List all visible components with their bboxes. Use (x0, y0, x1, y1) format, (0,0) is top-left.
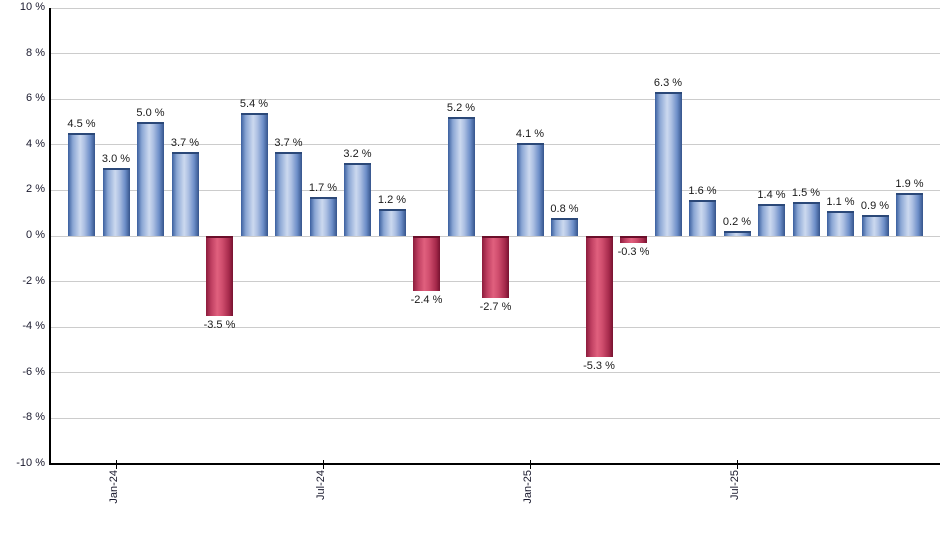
bar-negative[interactable] (585, 236, 613, 357)
bar-positive[interactable] (551, 217, 578, 236)
bar-value-label: 5.4 % (239, 97, 269, 110)
y-axis-tick-label: -6 % (22, 365, 45, 378)
bar-value-label: -0.3 % (617, 245, 650, 258)
bar-value-label: 1.6 % (688, 184, 717, 197)
bar-positive[interactable] (68, 133, 95, 236)
bar-positive[interactable] (447, 117, 475, 236)
bar-positive[interactable] (240, 112, 268, 236)
y-gridline (50, 372, 940, 374)
y-axis-tick-label: 0 % (26, 229, 45, 241)
y-gridline (50, 417, 940, 419)
bar-value-label: -3.5 % (203, 318, 236, 331)
bar-positive[interactable] (723, 231, 751, 236)
bar-positive[interactable] (827, 210, 854, 236)
bar-positive[interactable] (309, 197, 337, 236)
x-axis-tick-label: Jul-24 (315, 470, 327, 500)
y-axis-line (49, 8, 51, 465)
bar-positive[interactable] (896, 192, 923, 236)
bar-positive[interactable] (378, 208, 406, 236)
y-axis-tick-label: 8 % (26, 46, 45, 59)
bar-value-label: 5.2 % (446, 102, 476, 115)
y-axis-tick-label: 2 % (26, 183, 45, 196)
bar-value-label: 0.2 % (722, 216, 752, 229)
y-axis-tick-label: -4 % (22, 320, 45, 333)
y-axis-tick-label: 4 % (26, 137, 45, 150)
y-gridline (50, 144, 940, 146)
y-gridline (50, 53, 940, 55)
x-axis-tick-label: Jan-25 (522, 470, 534, 504)
bar-value-label: 1.2 % (377, 193, 407, 206)
bar-positive[interactable] (102, 167, 130, 236)
bar-value-label: 1.1 % (826, 195, 855, 208)
bar-value-label: 4.5 % (67, 118, 96, 131)
y-gridline (50, 98, 940, 100)
bar-positive[interactable] (171, 151, 199, 236)
bar-positive[interactable] (516, 142, 544, 236)
bar-value-label: 3.7 % (274, 136, 303, 149)
x-axis-tick (737, 460, 738, 469)
bar-value-label: -2.4 % (410, 293, 443, 306)
x-axis-tick (116, 460, 117, 469)
bar-value-label: 3.7 % (170, 136, 200, 149)
bar-positive[interactable] (654, 92, 682, 236)
x-axis-tick (530, 460, 531, 469)
y-axis-tick-label: 10 % (19, 1, 45, 13)
bar-value-label: 3.0 % (101, 152, 131, 165)
bar-value-label: 0.9 % (860, 200, 890, 213)
bar-positive[interactable] (344, 163, 371, 236)
bar-negative[interactable] (620, 236, 647, 243)
y-axis-tick-label: -8 % (22, 411, 45, 424)
bar-positive[interactable] (758, 204, 785, 236)
bar-negative[interactable] (482, 236, 509, 298)
bar-value-label: -2.7 % (479, 300, 512, 313)
bar-negative[interactable] (413, 236, 440, 291)
y-axis-tick-label: -2 % (22, 274, 45, 287)
x-axis-tick-label: Jul-25 (729, 470, 741, 500)
bar-value-label: 4.1 % (515, 127, 545, 140)
bar-positive[interactable] (137, 122, 164, 236)
x-axis-tick-label: Jan-24 (108, 470, 120, 504)
bar-positive[interactable] (861, 215, 889, 236)
bar-negative[interactable] (206, 236, 233, 316)
bar-value-label: 3.2 % (343, 148, 372, 161)
y-gridline (50, 326, 940, 328)
bar-positive[interactable] (792, 201, 820, 236)
bar-value-label: 1.9 % (895, 177, 924, 190)
bar-value-label: -5.3 % (583, 359, 615, 372)
y-gridline (50, 189, 940, 191)
bar-positive[interactable] (689, 199, 716, 236)
bar-value-label: 1.5 % (791, 186, 821, 199)
bar-value-label: 5.0 % (136, 107, 165, 119)
bar-value-label: 1.7 % (308, 182, 338, 195)
bar-value-label: 6.3 % (653, 77, 683, 90)
bar-positive[interactable] (275, 151, 302, 236)
y-gridline (50, 7, 940, 9)
x-axis-line (50, 463, 940, 465)
bar-value-label: 1.4 % (757, 189, 786, 202)
y-axis-tick-label: -10 % (16, 457, 45, 469)
bar-value-label: 0.8 % (550, 202, 579, 215)
x-axis-tick (323, 460, 324, 469)
y-axis-tick-label: 6 % (26, 92, 45, 105)
